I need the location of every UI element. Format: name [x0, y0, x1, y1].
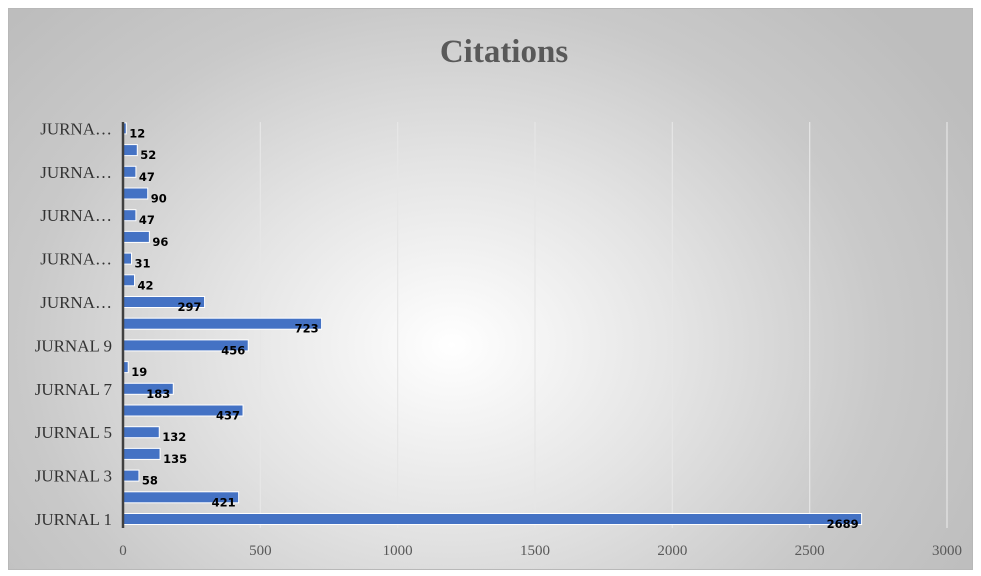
- bar: [122, 165, 137, 178]
- data-label: 2689: [827, 517, 859, 531]
- category-label: JURNAL 5: [35, 423, 112, 442]
- bar: [122, 317, 323, 330]
- bar: [122, 187, 149, 200]
- data-label: 42: [138, 278, 154, 292]
- x-tick-label: 1500: [520, 543, 550, 559]
- data-label: 132: [162, 430, 186, 444]
- x-tick-label: 2500: [795, 543, 825, 559]
- data-label: 297: [178, 300, 202, 314]
- category-label: JURNA…: [40, 250, 112, 269]
- category-label: JURNA…: [40, 119, 112, 138]
- data-label: 52: [140, 148, 156, 162]
- bar: [122, 469, 140, 482]
- data-label: 90: [151, 192, 167, 206]
- data-label: 19: [131, 365, 147, 379]
- data-label: 723: [295, 322, 319, 336]
- bar: [122, 230, 150, 243]
- data-label: 135: [163, 452, 187, 466]
- gridlines: [259, 122, 948, 528]
- chart-area: Citations 2689 421 58 135 132 437 183 19 456 723 2…: [8, 8, 973, 570]
- bar: [122, 209, 137, 222]
- data-label: 456: [221, 343, 245, 357]
- bar: [122, 426, 160, 439]
- x-tick-label: 500: [249, 543, 272, 559]
- x-tick-label: 0: [119, 543, 127, 559]
- bar: [122, 513, 863, 525]
- data-label: 31: [135, 257, 151, 271]
- category-label: JURNAL 7: [35, 380, 113, 399]
- data-label: 421: [212, 495, 236, 509]
- x-axis-tick-labels: 0 500 1000 1500 2000 2500 3000: [119, 543, 962, 559]
- category-label: JURNAL 3: [35, 467, 112, 486]
- bar-chart: Citations 268942158135132437183194567232…: [35, 34, 962, 559]
- data-label: 47: [139, 170, 155, 184]
- bars: [122, 122, 863, 525]
- data-label: 47: [139, 213, 155, 227]
- data-label: 183: [146, 387, 170, 401]
- x-tick-label: 1000: [383, 543, 413, 559]
- category-label: JURNA…: [40, 206, 112, 225]
- data-label: 12: [129, 126, 145, 140]
- category-label: JURNAL 1: [35, 510, 112, 529]
- category-label: JURNAL 9: [35, 336, 112, 355]
- data-label: 96: [152, 235, 168, 249]
- bar: [122, 144, 138, 157]
- bar: [122, 447, 161, 460]
- x-tick-label: 2000: [657, 543, 687, 559]
- bar: [122, 274, 136, 287]
- chart-title: Citations: [440, 34, 569, 70]
- bar: [122, 252, 133, 265]
- category-label: JURNA…: [40, 163, 112, 182]
- data-label: 437: [216, 409, 240, 423]
- category-label: JURNA…: [40, 293, 112, 312]
- category-labels: JURNAL 1 JURNAL 3 JURNAL 5 JURNAL 7 JURNAL 9…: [35, 119, 113, 529]
- x-tick-label: 3000: [932, 543, 962, 559]
- data-label: 58: [142, 474, 158, 488]
